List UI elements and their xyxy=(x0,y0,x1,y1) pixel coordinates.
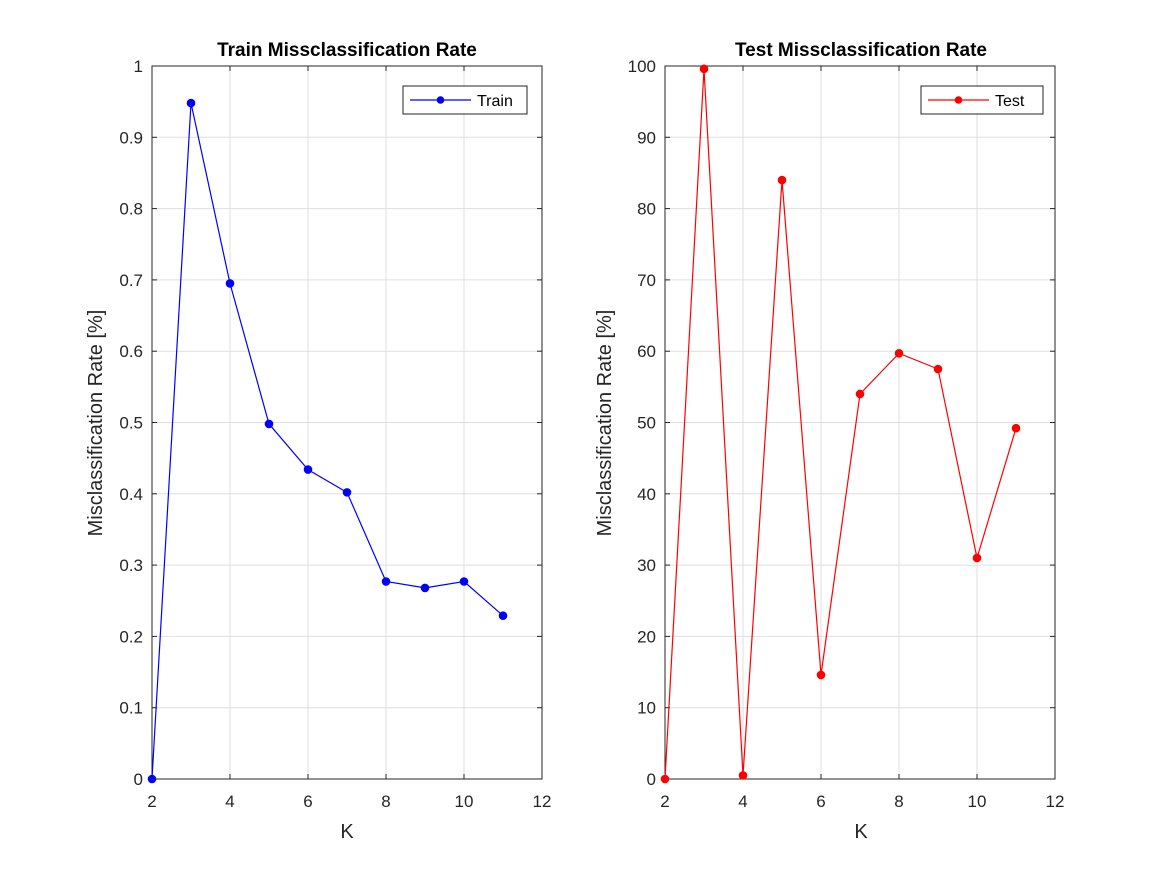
data-point xyxy=(972,553,982,563)
data-point xyxy=(855,389,865,399)
y-tick-label: 60 xyxy=(637,342,656,361)
x-tick-label: 12 xyxy=(1046,792,1065,811)
x-tick-label: 2 xyxy=(147,792,156,811)
y-tick-label: 80 xyxy=(637,200,656,219)
y-tick-label: 90 xyxy=(637,128,656,147)
x-axis-label: K xyxy=(340,821,354,843)
y-tick-label: 0.1 xyxy=(119,699,143,718)
data-point xyxy=(264,419,274,429)
x-tick-label: 12 xyxy=(533,792,552,811)
x-tick-label: 8 xyxy=(381,792,390,811)
y-tick-label: 0.8 xyxy=(119,200,143,219)
data-point xyxy=(498,611,508,621)
series-line-test xyxy=(664,68,1017,780)
data-point xyxy=(894,349,904,358)
data-point xyxy=(699,64,709,74)
legend-marker xyxy=(954,96,963,104)
y-axis-label: Misclassification Rate [%] xyxy=(594,310,616,537)
y-tick-label: 10 xyxy=(637,699,656,718)
data-point xyxy=(816,670,826,680)
y-tick-label: 70 xyxy=(637,271,656,290)
series-line-train xyxy=(151,102,504,780)
y-tick-label: 0 xyxy=(647,770,656,789)
legend-label: Train xyxy=(477,93,513,110)
y-tick-label: 0 xyxy=(134,770,143,789)
y-tick-label: 0.3 xyxy=(119,556,143,575)
y-tick-label: 0.4 xyxy=(119,485,143,504)
chart-title: Test Missclassification Rate xyxy=(735,40,987,61)
data-point xyxy=(147,774,157,784)
x-tick-label: 8 xyxy=(894,792,903,811)
x-tick-label: 10 xyxy=(968,792,987,811)
y-tick-label: 0.9 xyxy=(119,128,143,147)
y-axis-label: Misclassification Rate [%] xyxy=(85,310,107,537)
x-tick-label: 4 xyxy=(225,792,234,811)
x-tick-label: 4 xyxy=(738,792,747,811)
y-tick-label: 30 xyxy=(637,556,656,575)
data-point xyxy=(381,577,391,586)
y-tick-label: 1 xyxy=(134,57,143,76)
test-chart-panel: Test Missclassification Rate K Misclassi… xyxy=(594,40,1064,843)
data-point xyxy=(303,465,313,474)
y-tick-label: 20 xyxy=(637,627,656,646)
x-tick-label: 2 xyxy=(660,792,669,811)
data-point xyxy=(1011,423,1021,433)
data-point xyxy=(342,488,352,497)
x-tick-label: 10 xyxy=(455,792,474,811)
data-point xyxy=(933,364,943,374)
data-point xyxy=(420,583,430,593)
chart-title: Train Missclassification Rate xyxy=(217,40,477,61)
data-point xyxy=(777,175,787,185)
data-point xyxy=(225,279,235,288)
y-tick-label: 0.6 xyxy=(119,342,143,361)
y-tick-label: 40 xyxy=(637,485,656,504)
legend-label: Test xyxy=(995,93,1025,110)
y-tick-label: 0.2 xyxy=(119,627,143,646)
y-tick-label: 50 xyxy=(637,414,656,433)
y-tick-label: 100 xyxy=(628,57,656,76)
x-tick-label: 6 xyxy=(303,792,312,811)
data-point xyxy=(186,98,196,108)
x-tick-label: 6 xyxy=(816,792,825,811)
train-chart-panel: Train Missclassification Rate K Misclass… xyxy=(85,40,551,843)
y-tick-label: 0.5 xyxy=(119,414,143,433)
legend-marker xyxy=(436,96,445,104)
data-point xyxy=(738,771,748,780)
y-tick-label: 0.7 xyxy=(119,271,143,290)
data-point xyxy=(660,774,670,784)
x-axis-label: K xyxy=(854,821,868,843)
data-point xyxy=(459,577,469,586)
